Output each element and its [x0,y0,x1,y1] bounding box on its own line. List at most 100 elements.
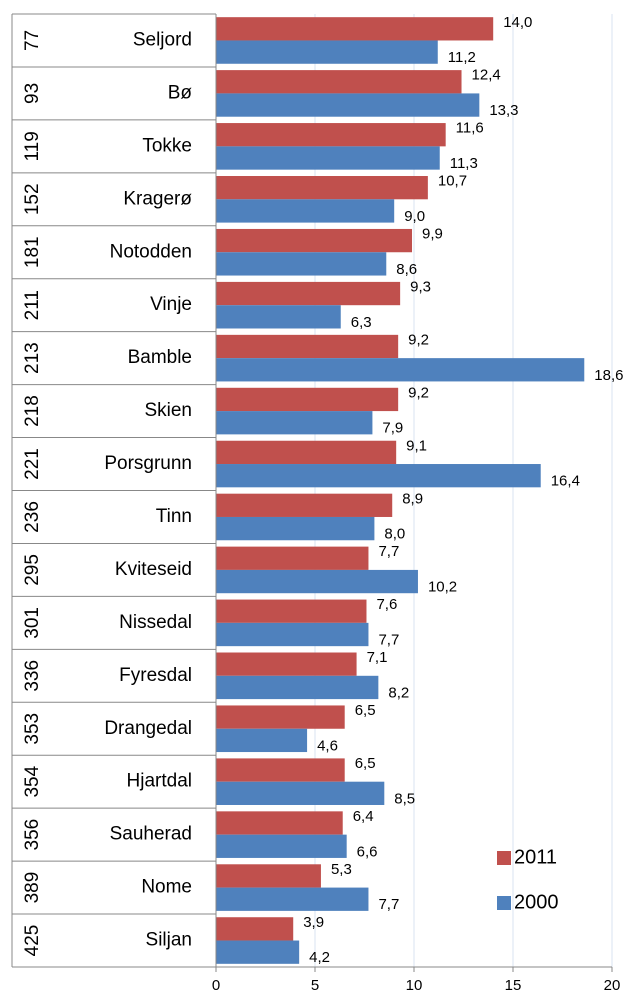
value-label: 14,0 [503,14,532,31]
value-label: 7,7 [378,543,399,560]
value-label: 10,2 [428,579,457,596]
value-label: 12,4 [472,67,501,84]
x-tick-label: 20 [604,977,621,994]
value-label: 6,4 [353,808,374,825]
bar [216,93,480,117]
x-tick-label: 10 [406,977,423,994]
legend-label: 2011 [514,846,557,868]
bar [216,305,341,329]
value-label: 7,9 [382,420,403,437]
rank-label: 356 [22,819,43,851]
value-label: 9,3 [410,279,431,296]
value-label: 7,7 [378,896,399,913]
rank-label: 353 [22,713,43,745]
value-label: 6,5 [355,702,376,719]
bar [216,228,413,253]
category-label: Seljord [133,29,192,50]
value-label: 11,2 [448,49,476,66]
rank-label: 389 [22,872,43,904]
bar [216,17,494,41]
value-label: 8,9 [402,490,423,507]
value-label: 8,2 [388,684,409,701]
value-label: 9,1 [406,437,427,454]
bar [216,675,379,700]
value-label: 13,3 [489,102,518,119]
category-label: Fyresdal [119,665,192,686]
rank-label: 301 [22,607,43,639]
value-label: 18,6 [594,367,623,384]
value-label: 9,2 [408,384,429,401]
rank-label: 425 [22,925,43,957]
value-label: 9,2 [408,331,429,348]
category-label: Nome [141,877,192,898]
bar [216,440,397,465]
x-tick-label: 0 [212,977,220,994]
rank-label: 336 [22,660,43,692]
bar [216,864,321,888]
bar [216,781,385,805]
rank-label: 77 [22,30,43,51]
bar [216,569,418,594]
bar [216,917,294,941]
rank-label: 295 [22,554,43,586]
value-label: 3,9 [303,914,324,931]
value-label: 5,3 [331,861,352,878]
category-label: Nissedal [119,612,192,633]
value-label: 9,9 [422,226,443,243]
category-label: Bø [168,82,193,103]
value-label: 7,7 [378,631,399,648]
rank-label: 181 [22,236,43,268]
value-label: 8,6 [396,261,417,278]
bar [216,652,357,676]
category-label: Vinje [150,294,192,315]
value-label: 8,5 [394,790,415,807]
value-label: 4,2 [309,949,330,966]
bar [216,411,373,435]
category-label: Kviteseid [115,559,192,580]
rank-label: 93 [22,83,43,104]
category-label: Bamble [128,347,192,368]
value-label: 10,7 [438,173,467,190]
bar [216,176,428,200]
category-label: Notodden [110,241,192,262]
bar [216,281,401,306]
bar [216,146,440,170]
category-label: Sauherad [110,824,192,845]
value-label: 7,1 [367,649,388,666]
category-label: Tokke [142,135,192,156]
x-tick-label: 15 [505,977,522,994]
category-label: Tinn [156,506,192,527]
bar [216,199,395,223]
value-label: 4,6 [317,737,338,754]
bar [216,40,438,64]
category-label: Skien [144,400,192,421]
category-label: Kragerø [123,188,192,209]
legend-swatch [497,851,511,865]
bar [216,252,387,276]
bar [216,123,446,147]
value-label: 6,5 [355,755,376,772]
value-label: 8,0 [384,526,405,543]
category-label: Porsgrunn [104,453,192,474]
bar [216,811,343,835]
value-label: 9,0 [404,208,425,225]
rank-label: 211 [22,290,43,320]
bar [216,546,369,570]
bar [216,758,345,782]
category-label: Hjartdal [127,771,192,792]
rank-label: 354 [22,765,43,797]
bar [216,705,345,729]
value-label: 6,6 [357,843,378,860]
rank-label: 218 [22,395,43,427]
value-label: 7,6 [376,596,397,613]
value-label: 11,6 [456,120,484,137]
bar [216,940,300,964]
bar [216,493,393,517]
bar [216,334,399,359]
rank-label: 152 [22,183,43,215]
bar [216,387,399,412]
bar [216,516,375,541]
rank-label: 119 [22,131,43,161]
bar [216,834,347,858]
